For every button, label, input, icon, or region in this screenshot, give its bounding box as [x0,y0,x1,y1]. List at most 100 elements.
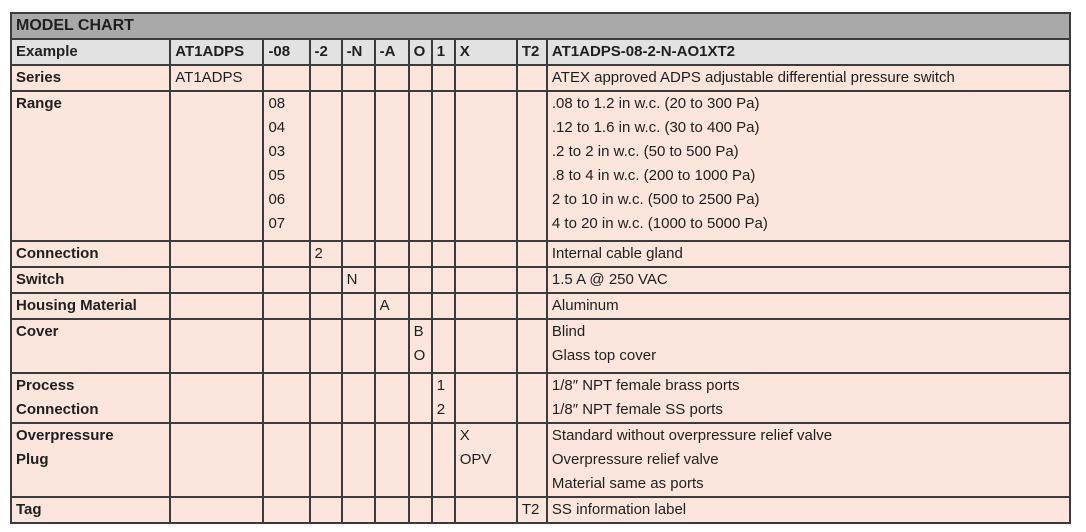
example-code-series: AT1ADPS [169,38,265,66]
empty-code-cell [262,372,311,424]
example-code-tag: T2 [515,38,548,66]
spec-row-connection: Connection 2 Internal cable gland [9,240,1072,268]
row-label-tag: Tag [9,496,172,524]
empty-code-cell [308,422,343,498]
code-value: 2 [436,401,446,418]
code-cell: 1 2 [430,372,456,424]
spec-row-cover: Cover B O Blind Glass top cover [9,318,1072,374]
spec-row-process-connection: Process Connection 1 2 1/8″ NPT female b… [9,372,1072,424]
spec-row-range: Range 08 04 03 05 06 07 .08 to 1.2 in w.… [9,90,1072,242]
empty-code-cell [373,372,410,424]
empty-code-cell [340,318,376,374]
code-value: O [413,347,426,364]
code-value: 05 [268,167,286,184]
empty-code-cell [407,240,433,268]
row-label-housing-material: Housing Material [9,292,172,320]
description-cell: 1.5 A @ 250 VAC [545,266,1072,294]
empty-code-cell [407,422,433,498]
row-label-connection: Connection [9,240,172,268]
model-chart-table: MODEL CHART Example AT1ADPS -08 -2 -N -A… [9,12,1072,524]
empty-code-cell [169,90,265,242]
row-label-process-connection: Process Connection [9,372,172,424]
example-code-switch: -N [340,38,376,66]
empty-code-cell [430,496,456,524]
empty-code-cell [373,266,410,294]
empty-code-cell [262,240,311,268]
description-line: Glass top cover [551,347,657,364]
description-line: 1/8″ NPT female SS ports [551,401,723,418]
empty-code-cell [262,64,311,92]
empty-code-cell [430,90,456,242]
empty-code-cell [262,318,311,374]
description-line: .08 to 1.2 in w.c. (20 to 300 Pa) [551,95,760,112]
empty-code-cell [515,240,548,268]
empty-code-cell [373,90,410,242]
code-cell: A [373,292,410,320]
example-code-housing: -A [373,38,410,66]
empty-code-cell [262,422,311,498]
empty-code-cell [340,496,376,524]
code-value: 07 [268,215,286,232]
empty-code-cell [308,266,343,294]
code-value: X [459,427,470,444]
description-cell: Blind Glass top cover [545,318,1072,374]
empty-code-cell [373,496,410,524]
spec-row-series: Series AT1ADPS ATEX approved ADPS adjust… [9,64,1072,92]
empty-code-cell [340,240,376,268]
example-code-connection: -2 [308,38,343,66]
empty-code-cell [169,318,265,374]
empty-code-cell [373,318,410,374]
empty-code-cell [407,90,433,242]
spec-row-overpressure-plug: Overpressure Plug X OPV Standard without… [9,422,1072,498]
chart-title: MODEL CHART [10,12,1071,40]
description-cell: Aluminum [545,292,1072,320]
empty-code-cell [430,292,456,320]
empty-code-cell [373,64,410,92]
empty-code-cell [407,496,433,524]
code-value: 08 [268,95,286,112]
empty-code-cell [430,422,456,498]
description-cell: Standard without overpressure relief val… [545,422,1072,498]
empty-code-cell [407,266,433,294]
empty-code-cell [407,64,433,92]
empty-code-cell [169,372,265,424]
code-cell: 2 [308,240,343,268]
empty-code-cell [515,372,548,424]
description-line: Overpressure relief valve [551,451,719,468]
empty-code-cell [430,240,456,268]
code-value: 06 [268,191,286,208]
empty-code-cell [340,64,376,92]
empty-code-cell [407,292,433,320]
description-line: 1/8″ NPT female brass ports [551,377,740,394]
code-value: 03 [268,143,286,160]
spec-row-tag: Tag T2 SS information label [9,496,1072,524]
empty-code-cell [453,240,518,268]
empty-code-cell [308,318,343,374]
code-cell: B O [407,318,433,374]
empty-code-cell [515,318,548,374]
example-code-process: 1 [430,38,456,66]
description-line: .8 to 4 in w.c. (200 to 1000 Pa) [551,167,756,184]
description-line: Blind [551,323,586,340]
empty-code-cell [169,292,265,320]
empty-code-cell [340,292,376,320]
example-row: Example AT1ADPS -08 -2 -N -A O 1 X T2 AT… [9,38,1072,66]
code-cell: X OPV [453,422,518,498]
empty-code-cell [169,422,265,498]
description-line: 4 to 20 in w.c. (1000 to 5000 Pa) [551,215,768,232]
model-chart: MODEL CHART Example AT1ADPS -08 -2 -N -A… [9,12,1072,524]
description-cell: Internal cable gland [545,240,1072,268]
empty-code-cell [515,422,548,498]
empty-code-cell [515,90,548,242]
code-cell: T2 [515,496,548,524]
empty-code-cell [453,266,518,294]
row-label-series: Series [9,64,172,92]
empty-code-cell [453,318,518,374]
empty-code-cell [430,64,456,92]
empty-code-cell [373,240,410,268]
spec-row-housing-material: Housing Material A Aluminum [9,292,1072,320]
code-value: 04 [268,119,286,136]
empty-code-cell [453,90,518,242]
description-line: .2 to 2 in w.c. (50 to 500 Pa) [551,143,739,160]
example-model-number: AT1ADPS-08-2-N-AO1XT2 [545,38,1072,66]
